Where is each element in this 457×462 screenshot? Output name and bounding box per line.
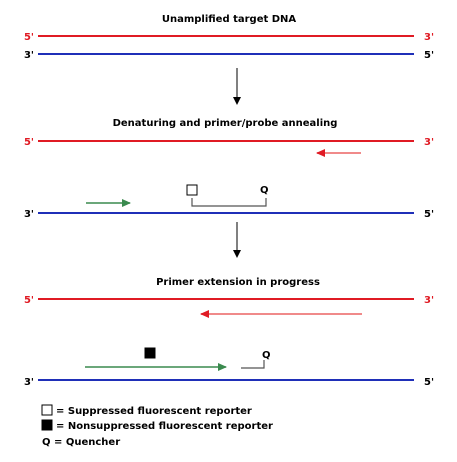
stage-2-bottom-right-label: 5' <box>424 209 434 220</box>
open-square-icon <box>41 404 53 416</box>
stage-3-top-left-label: 5' <box>24 295 34 306</box>
stage-3-title: Primer extension in progress <box>156 277 320 288</box>
stage-2-top-right-label: 3' <box>424 137 434 148</box>
filled-square-icon <box>41 419 53 431</box>
stage-1-bottom-right-label: 5' <box>424 50 434 61</box>
stage-1-title: Unamplified target DNA <box>162 14 297 25</box>
legend: = Suppressed fluorescent reporter = Nons… <box>41 404 273 448</box>
released-quencher-label: Q <box>262 350 271 361</box>
stage-1-bottom-left-label: 3' <box>24 50 34 61</box>
nonsuppressed-reporter <box>144 347 156 359</box>
stage-3-bottom-left-label: 3' <box>24 377 34 388</box>
probe-line <box>191 198 267 207</box>
suppressed-reporter <box>186 184 198 196</box>
stage-2-bottom-left-label: 3' <box>24 209 34 220</box>
stage-1-top-left-label: 5' <box>24 32 34 43</box>
stage-2-title: Denaturing and primer/probe annealing <box>113 118 338 129</box>
legend-nonsuppressed-text: = Nonsuppressed fluorescent reporter <box>56 421 273 432</box>
legend-suppressed-text: = Suppressed fluorescent reporter <box>56 406 252 417</box>
stage-1-top-right-label: 3' <box>424 32 434 43</box>
stage-3-top-right-label: 3' <box>424 295 434 306</box>
cleaved-probe-fragment <box>241 360 265 369</box>
stage-2-top-left-label: 5' <box>24 137 34 148</box>
stage-3-bottom-right-label: 5' <box>424 377 434 388</box>
legend-quencher-text: Q = Quencher <box>42 437 120 448</box>
quencher-label: Q <box>260 185 269 196</box>
